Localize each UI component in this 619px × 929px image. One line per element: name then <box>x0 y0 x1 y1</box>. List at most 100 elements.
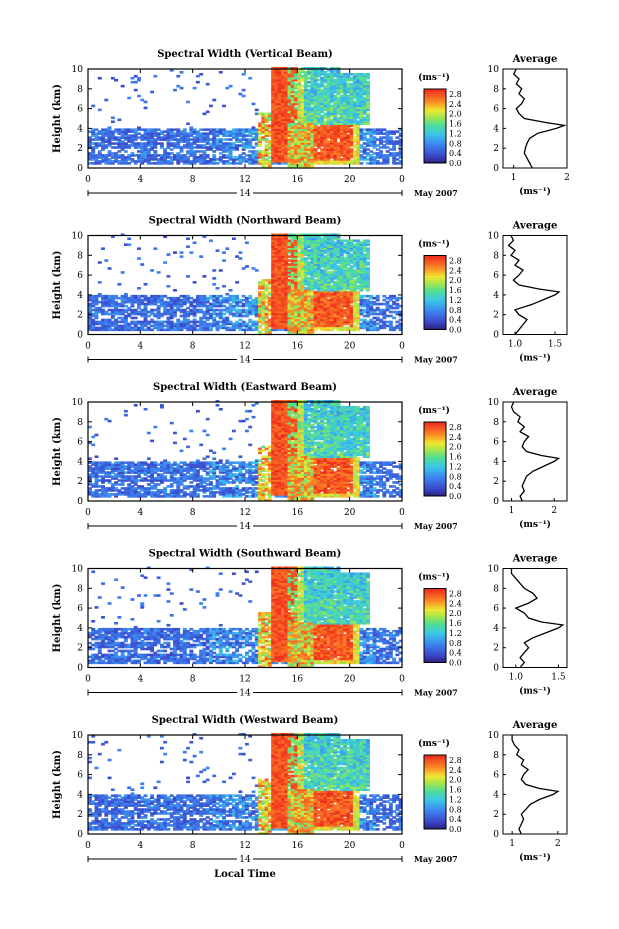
heatmap-cell <box>199 162 204 165</box>
heatmap-cell <box>375 326 380 330</box>
heatmap-cell <box>271 110 276 114</box>
heatmap-cell <box>110 308 115 312</box>
heatmap-cell <box>339 94 344 98</box>
heatmap-cell <box>320 257 325 260</box>
heatmap-cell <box>107 132 112 135</box>
heatmap-cell <box>110 328 115 332</box>
heatmap-cell <box>300 286 305 290</box>
average-frame <box>502 235 568 335</box>
heatmap-cell <box>280 314 285 318</box>
heatmap-cell <box>290 150 295 153</box>
heatmap-cell <box>114 320 119 324</box>
heatmap-cell <box>212 136 217 139</box>
heatmap-cell <box>346 269 351 272</box>
heatmap-cell <box>284 112 289 116</box>
heatmap-cell <box>330 253 334 256</box>
y-axis-label: Height (km) <box>52 251 63 320</box>
heatmap-cell <box>277 310 282 314</box>
heatmap-cell <box>339 148 344 151</box>
heatmap-cell <box>199 324 204 328</box>
heatmap-cell <box>287 82 292 86</box>
heatmap-cell <box>356 150 361 153</box>
heatmap-cell <box>238 257 243 260</box>
heatmap-cell <box>320 156 325 159</box>
heatmap-cell <box>356 241 361 245</box>
heatmap-cell <box>326 328 331 332</box>
heatmap-cell <box>362 102 367 106</box>
heatmap-cell <box>127 128 132 131</box>
heatmap-cell <box>336 76 341 80</box>
heatmap-cell <box>392 130 397 133</box>
heatmap-cell <box>294 306 298 310</box>
heatmap-cell <box>130 308 135 312</box>
heatmap-cell <box>316 261 321 264</box>
heatmap-cell <box>280 261 285 264</box>
heatmap-cell <box>379 150 383 153</box>
heatmap-cell <box>245 241 249 245</box>
heatmap-cell <box>339 74 344 78</box>
heatmap-cell <box>274 100 279 104</box>
heatmap-cell <box>323 78 328 82</box>
heatmap-cell <box>346 267 351 270</box>
heatmap-cell <box>356 263 361 266</box>
heatmap-cell <box>333 255 338 258</box>
heatmap-cell <box>356 158 361 161</box>
heatmap-cell <box>336 150 341 153</box>
heatmap-cell <box>362 136 367 139</box>
heatmap-cell <box>326 156 331 159</box>
heatmap-cell <box>297 148 302 151</box>
heatmap-cell <box>339 265 344 268</box>
heatmap-cell <box>352 269 357 272</box>
heatmap-cell <box>310 253 315 256</box>
heatmap-cell <box>349 292 354 296</box>
heatmap-cell <box>228 144 233 147</box>
heatmap-cell <box>336 136 341 139</box>
heatmap-cell <box>284 292 289 296</box>
heatmap-cell <box>362 120 367 124</box>
heatmap-cell <box>127 328 132 332</box>
heatmap-cell <box>313 298 318 302</box>
heatmap-cell <box>94 134 99 137</box>
heatmap-cell <box>343 122 347 126</box>
heatmap-cell <box>186 160 190 163</box>
heatmap-cell <box>297 279 302 282</box>
heatmap-cell <box>300 259 305 262</box>
heatmap-cell <box>352 80 357 84</box>
heatmap-cell <box>330 78 334 82</box>
heatmap-cell <box>294 94 298 98</box>
heatmap-cell <box>238 160 243 163</box>
heatmap-cell <box>297 84 302 88</box>
heatmap-cell <box>271 74 276 78</box>
heatmap-cell <box>388 320 393 324</box>
heatmap-cell <box>349 120 354 124</box>
heatmap-cell <box>202 300 207 304</box>
x-tick-label: 0 <box>399 342 405 352</box>
heatmap-cell <box>143 128 148 131</box>
heatmap-cell <box>137 328 141 332</box>
heatmap-cell <box>356 302 361 306</box>
heatmap-cell <box>326 72 331 76</box>
heatmap-cell <box>398 142 403 145</box>
heatmap-cell <box>280 140 285 143</box>
heatmap-cell <box>307 110 312 114</box>
heatmap-cell <box>150 134 155 137</box>
heatmap-cell <box>94 132 99 135</box>
heatmap-cell <box>359 130 364 133</box>
heatmap-cell <box>352 316 357 320</box>
heatmap-cell <box>310 300 315 304</box>
heatmap-cell <box>264 126 269 129</box>
heatmap-cell <box>382 156 387 159</box>
heatmap-cell <box>359 288 364 292</box>
heatmap-cell <box>280 150 285 153</box>
heatmap-cell <box>248 306 253 310</box>
heatmap-cell <box>146 128 151 131</box>
heatmap-cell <box>307 271 312 274</box>
heatmap-cell <box>271 162 276 165</box>
heatmap-cell <box>307 114 312 118</box>
heatmap-cell <box>218 158 223 161</box>
heatmap-cell <box>140 300 145 304</box>
heatmap-cell <box>287 164 292 167</box>
heatmap-cell <box>349 86 354 90</box>
heatmap-cell <box>294 320 298 324</box>
heatmap-cell <box>313 100 318 104</box>
